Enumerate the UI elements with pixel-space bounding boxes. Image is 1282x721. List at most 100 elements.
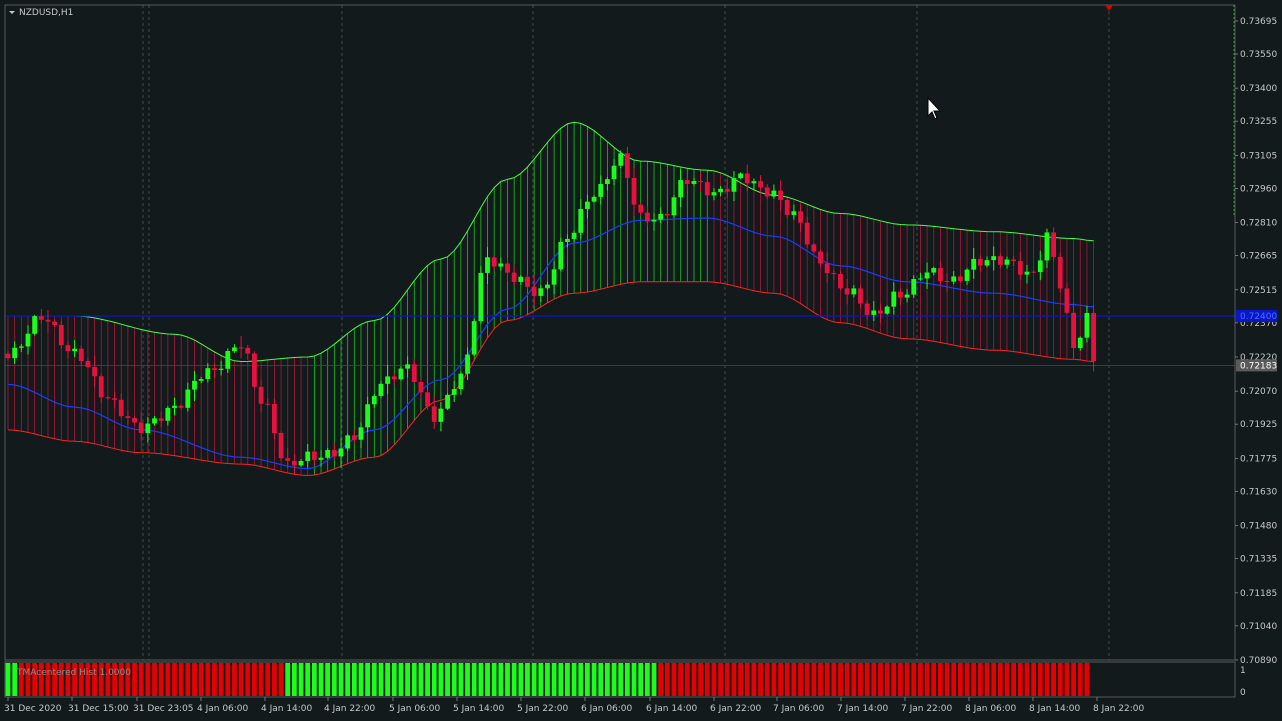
histogram-bar: [798, 663, 803, 696]
candle-body: [38, 316, 44, 320]
histogram-bar: [704, 663, 710, 696]
candle-body: [831, 273, 837, 275]
histogram-bar: [391, 663, 397, 696]
histogram-bar: [225, 663, 231, 696]
histogram-bar: [964, 663, 970, 696]
candle-body: [531, 286, 537, 296]
candle-body: [611, 165, 617, 180]
candle-body: [738, 173, 743, 179]
histogram-bar: [172, 663, 177, 696]
candle-body: [771, 190, 777, 197]
histogram-bar: [1057, 663, 1063, 696]
histogram-bar: [618, 663, 624, 696]
histogram-bar: [152, 663, 157, 696]
x-tick-label: 4 Jan 22:00: [324, 704, 376, 714]
histogram-bar: [997, 663, 1003, 696]
histogram-bar: [145, 663, 151, 696]
candle-body: [1017, 261, 1023, 275]
histogram-bar: [811, 663, 817, 696]
histogram-bar: [298, 663, 304, 696]
histogram-bar: [398, 663, 404, 696]
candle-body: [711, 192, 717, 196]
y-tick-label: 0.70890: [1240, 656, 1277, 666]
candle-body: [964, 269, 970, 281]
candle-body: [664, 213, 670, 216]
candle-body: [538, 288, 544, 296]
x-tick-label: 5 Jan 14:00: [453, 704, 505, 714]
histogram-bar: [764, 663, 770, 696]
candle-body: [471, 321, 477, 355]
y-tick-label: 0.73255: [1240, 117, 1277, 127]
histogram-bar: [724, 663, 730, 696]
x-tick-label: 31 Dec 2020: [4, 704, 62, 714]
collapse-arrow-icon[interactable]: [9, 11, 15, 14]
candle-body: [272, 403, 277, 433]
histogram-bar: [984, 663, 990, 696]
histogram-bar: [345, 663, 351, 696]
candle-body: [778, 190, 783, 201]
candle-body: [944, 281, 950, 283]
candle-body: [984, 260, 990, 266]
histogram-bar: [711, 663, 717, 696]
histogram-bar: [738, 663, 743, 696]
histogram-bar: [165, 663, 171, 696]
histogram-bar: [205, 663, 211, 696]
histogram-bar: [78, 663, 84, 696]
histogram-bar: [125, 663, 131, 696]
x-tick-label: 7 Jan 22:00: [901, 704, 953, 714]
histogram-bar: [891, 663, 897, 696]
candle-body: [704, 182, 710, 196]
candle-body: [971, 258, 977, 270]
histogram-bar: [525, 663, 530, 696]
histogram-bar: [112, 663, 117, 696]
x-tick-label: 6 Jan 06:00: [581, 704, 633, 714]
y-tick-label: 0.71480: [1240, 522, 1277, 532]
candle-body: [598, 184, 604, 197]
candle-body: [198, 379, 204, 381]
histogram-bar: [924, 663, 930, 696]
candle-body: [565, 238, 570, 242]
histogram-bar: [844, 663, 850, 696]
histogram-bar: [578, 663, 584, 696]
histogram-bar: [644, 663, 650, 696]
histogram-bar: [351, 663, 357, 696]
candle-body: [418, 382, 424, 393]
candle-body: [904, 294, 910, 298]
histogram-bar: [751, 663, 757, 696]
candle-body: [52, 321, 58, 325]
x-tick-label: 6 Jan 22:00: [710, 704, 762, 714]
x-tick-label: 6 Jan 14:00: [646, 704, 698, 714]
candle-body: [924, 272, 930, 279]
candle-body: [804, 222, 810, 245]
histogram-bar: [1071, 663, 1076, 696]
chart-labels: NZDUSD,H1 TMAcentered Hist 1.0000: [9, 8, 131, 678]
candle-body: [751, 181, 757, 184]
candle-body: [1004, 259, 1010, 265]
histogram-bar: [138, 663, 144, 696]
candle-body: [678, 180, 684, 198]
histogram-bar: [185, 663, 191, 696]
candle-body: [458, 373, 464, 390]
candles: [5, 146, 1096, 475]
candle-body: [318, 457, 324, 460]
histogram-bar: [498, 663, 504, 696]
candle-body: [618, 153, 624, 166]
histogram-bar: [778, 663, 783, 696]
candle-body: [824, 263, 830, 274]
histogram-bar: [258, 663, 264, 696]
histogram-bar: [605, 663, 610, 696]
histogram-bar: [485, 663, 490, 696]
candle-body: [192, 380, 197, 390]
candle-body: [92, 367, 97, 377]
candle-body: [152, 418, 157, 424]
histogram-bar: [478, 663, 484, 696]
histogram-bar: [365, 663, 371, 696]
candle-body: [331, 450, 337, 457]
histogram-bar: [405, 663, 410, 696]
histogram-bar: [1037, 663, 1043, 696]
candle-body: [997, 256, 1003, 265]
candle-body: [671, 197, 677, 216]
candle-body: [278, 432, 284, 459]
